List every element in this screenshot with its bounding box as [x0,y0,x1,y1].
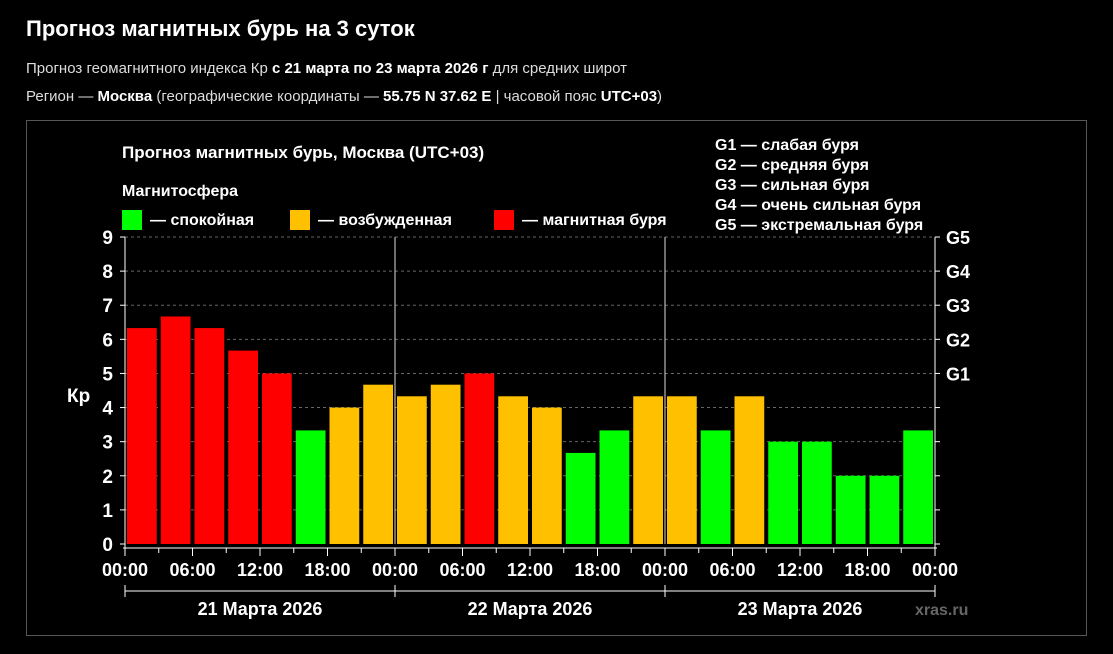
legend-label-0: — спокойная [150,212,254,229]
g-axis-label: G3 [946,296,970,316]
y-tick-label: 3 [102,433,113,454]
kp-bar [160,316,191,544]
y-tick-label: 5 [102,364,113,385]
legend-label-1: — возбужденная [318,212,452,229]
kp-bar [869,475,900,544]
x-tick-label: 00:00 [912,560,958,580]
day-label: 22 Марта 2026 [468,599,593,619]
x-tick-label: 06:00 [439,560,485,580]
kp-bar [599,430,630,544]
g-axis-label: G4 [946,262,970,282]
kp-bar [262,373,292,544]
y-tick-label: 6 [102,330,113,351]
x-tick-label: 00:00 [372,560,418,580]
kp-bar [430,384,461,544]
page-title: Прогноз магнитных бурь на 3 суток [26,16,415,41]
x-tick-label: 12:00 [237,560,283,580]
x-tick-label: 06:00 [169,560,215,580]
chart-frame: Прогноз магнитных бурь, Москва (UTC+03) М… [26,120,1087,636]
kp-bar [532,407,562,544]
kp-bar [329,407,360,544]
y-axis-label: Кр [67,386,90,407]
kp-bar [363,384,393,544]
kp-bar [228,350,258,544]
forecast-subtitle: Прогноз геомагнитного индекса Кр с 21 ма… [26,60,628,77]
x-tick-label: 18:00 [304,560,350,580]
g-legend-item-5: G5 — экстремальная буря [715,217,923,234]
kp-bar [903,430,933,544]
g-legend-item-4: G4 — очень сильная буря [715,197,921,214]
kp-bar [768,441,798,544]
y-tick-label: 4 [102,399,113,420]
y-tick-label: 9 [102,228,113,249]
x-tick-label: 00:00 [642,560,688,580]
x-tick-label: 18:00 [574,560,620,580]
y-tick-label: 0 [102,535,113,556]
y-tick-label: 8 [102,262,113,283]
kp-bar [835,475,866,544]
g-legend-item-3: G3 — сильная буря [715,177,870,194]
region-subtitle: Регион — Москва (географические координа… [26,88,663,105]
legend-swatch-0 [122,210,142,230]
x-tick-label: 12:00 [507,560,553,580]
kp-bar [464,373,495,544]
kp-bar [397,396,427,544]
kp-bar [633,396,663,544]
day-label: 23 Марта 2026 [738,599,863,619]
x-tick-label: 00:00 [102,560,148,580]
kp-bar [127,328,157,544]
legend-label-2: — магнитная буря [522,212,667,229]
kp-bar [802,441,832,544]
g-legend-item-2: G2 — средняя буря [715,157,869,174]
x-tick-label: 18:00 [844,560,890,580]
g-axis-label: G5 [946,228,970,248]
kp-bar [498,396,528,544]
g-axis-label: G2 [946,330,970,350]
x-tick-label: 06:00 [709,560,755,580]
g-axis-label: G1 [946,364,970,384]
y-tick-label: 2 [102,467,113,488]
kp-bar [734,396,765,544]
kp-bar [295,430,326,544]
legend-title: Магнитосфера [122,183,238,200]
chart-title: Прогноз магнитных бурь, Москва (UTC+03) [122,143,484,162]
g-legend-item-1: G1 — слабая буря [715,137,859,154]
kp-bar [565,452,596,544]
day-label: 21 Марта 2026 [198,599,323,619]
y-tick-label: 1 [102,501,113,522]
y-tick-label: 7 [102,296,113,317]
watermark: xras.ru [915,602,968,619]
kp-bar [667,396,697,544]
legend-swatch-1 [290,210,310,230]
kp-bar [194,328,225,544]
kp-bar [700,430,731,544]
x-tick-label: 12:00 [777,560,823,580]
kp-bar-chart: Прогноз магнитных бурь, Москва (UTC+03) М… [67,137,970,619]
legend-swatch-2 [494,210,514,230]
